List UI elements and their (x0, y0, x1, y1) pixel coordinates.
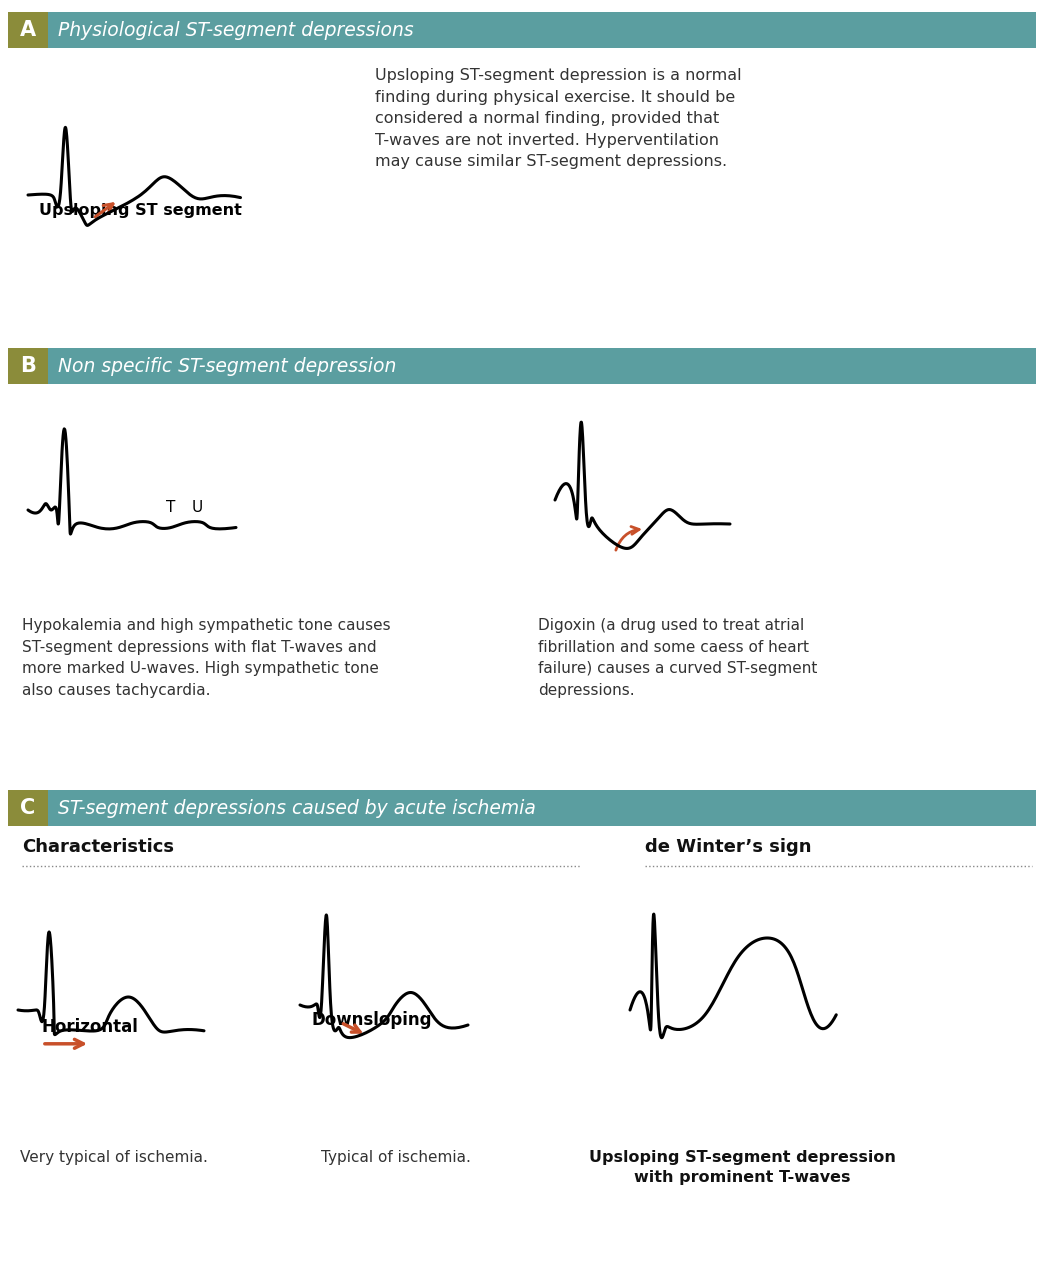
Text: U: U (191, 499, 203, 515)
Text: Digoxin (a drug used to treat atrial
fibrillation and some caess of heart
failur: Digoxin (a drug used to treat atrial fib… (538, 618, 817, 698)
Text: Hypokalemia and high sympathetic tone causes
ST-segment depressions with flat T-: Hypokalemia and high sympathetic tone ca… (22, 618, 390, 698)
Text: Non specific ST-segment depression: Non specific ST-segment depression (58, 357, 397, 376)
Text: Characteristics: Characteristics (22, 838, 174, 856)
Text: C: C (21, 798, 35, 818)
Text: Upsloping ST-segment depression
with prominent T-waves: Upsloping ST-segment depression with pro… (589, 1150, 896, 1185)
Text: Physiological ST-segment depressions: Physiological ST-segment depressions (58, 20, 413, 39)
Text: de Winter’s sign: de Winter’s sign (645, 838, 811, 856)
Text: B: B (20, 355, 35, 376)
FancyBboxPatch shape (8, 348, 48, 383)
Text: Horizontal: Horizontal (42, 1018, 139, 1036)
Text: Upsloping ST-segment depression is a normal
finding during physical exercise. It: Upsloping ST-segment depression is a nor… (375, 68, 741, 169)
FancyBboxPatch shape (8, 790, 1036, 826)
Text: A: A (20, 20, 37, 39)
Text: Upsloping ST segment: Upsloping ST segment (39, 203, 242, 218)
FancyBboxPatch shape (8, 790, 48, 826)
FancyBboxPatch shape (8, 11, 48, 48)
FancyBboxPatch shape (8, 348, 1036, 383)
Text: ST-segment depressions caused by acute ischemia: ST-segment depressions caused by acute i… (58, 799, 536, 818)
Text: Downsloping: Downsloping (312, 1012, 432, 1029)
FancyBboxPatch shape (8, 11, 1036, 48)
Text: Very typical of ischemia.: Very typical of ischemia. (20, 1150, 208, 1164)
Text: T: T (166, 499, 175, 515)
Text: Typical of ischemia.: Typical of ischemia. (322, 1150, 471, 1164)
